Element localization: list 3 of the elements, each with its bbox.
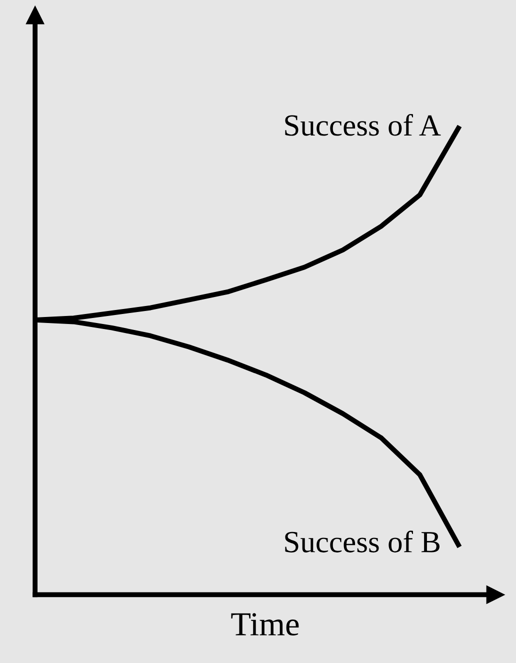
series-label: Success of B bbox=[285, 530, 440, 552]
x-axis-title: Time bbox=[231, 613, 299, 636]
series-label: Success of A bbox=[285, 114, 441, 136]
